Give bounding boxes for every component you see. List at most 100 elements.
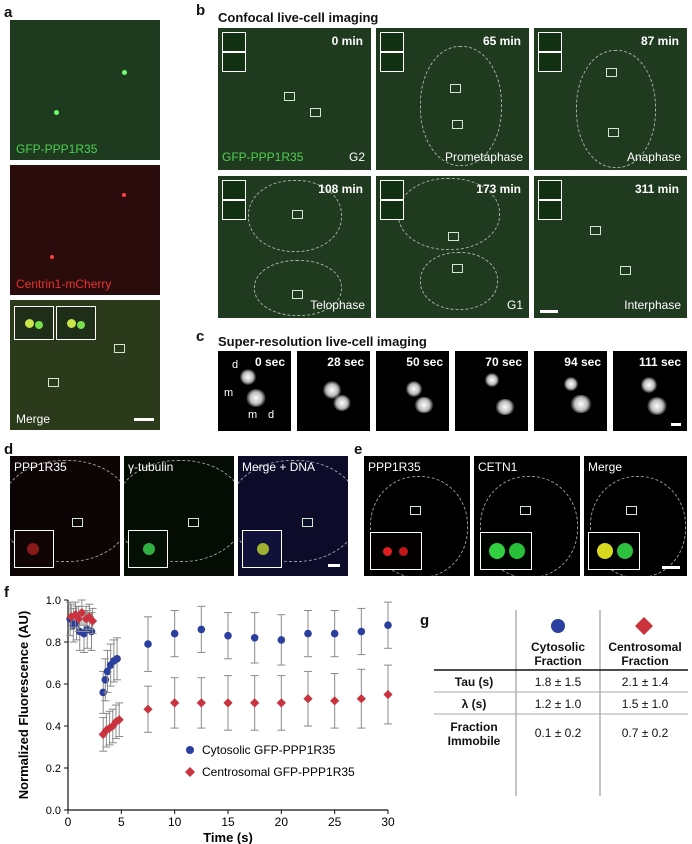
frame-time: 173 min: [476, 182, 521, 196]
roi-box: [520, 506, 531, 515]
roi-box: [452, 120, 463, 129]
cell-value: 1.5 ± 1.0: [621, 697, 669, 711]
frame-311min: 311 min Interphase: [534, 176, 687, 318]
scale-bar: [328, 564, 340, 567]
frame-time: 65 min: [482, 34, 521, 48]
x-tick-label: 0: [65, 815, 72, 829]
inset: [380, 52, 404, 72]
sr-time: 94 sec: [564, 355, 601, 369]
sr-time: 70 sec: [485, 355, 522, 369]
inset-dot: [67, 319, 76, 328]
inset: [222, 52, 246, 72]
cell-outline: [10, 460, 120, 562]
frame-173min: 173 min G1: [376, 176, 529, 318]
inset: [538, 32, 562, 52]
centriole-blob: [564, 377, 578, 391]
inset: [380, 32, 404, 52]
y-tick-label: 0.8: [46, 637, 61, 649]
frame-time: 108 min: [318, 182, 363, 196]
data-point-cytosolic: [304, 629, 312, 638]
signal-dot: [143, 543, 155, 555]
scale-bar: [671, 423, 681, 426]
data-point-cytosolic: [250, 634, 259, 642]
phase-label: Anaphase: [626, 150, 681, 164]
data-point-centrosomal: [276, 698, 286, 708]
data-point-cytosolic: [144, 640, 152, 648]
data-point-centrosomal: [223, 698, 233, 708]
panel-a-centrin-image: Centrin1-mCherry: [10, 165, 160, 295]
roi-box: [608, 128, 619, 137]
inset-dot: [35, 321, 43, 329]
channel-label: CETN1: [478, 460, 518, 474]
centriole-blob: [240, 369, 256, 385]
data-point-cytosolic: [330, 629, 339, 638]
panel-d-ppp1r35: PPP1R35: [10, 456, 120, 576]
data-point-cytosolic: [357, 627, 366, 636]
roi-box: [410, 506, 421, 515]
frame-108min: 108 min Telophase: [218, 176, 371, 318]
frame-87min: 87 min Anaphase: [534, 28, 687, 170]
data-point-cytosolic: [384, 621, 392, 629]
inset: [222, 200, 246, 220]
phase-label: Prometaphase: [444, 150, 523, 164]
sr-frame-1: 28 sec: [297, 351, 370, 431]
centrin-label: Centrin1-mCherry: [16, 277, 112, 291]
inset: [380, 180, 404, 200]
sr-frame-4: 94 sec: [534, 351, 607, 431]
channel-label: Merge: [588, 460, 623, 474]
merge-inset: [56, 306, 96, 340]
roi-box: [48, 378, 59, 387]
phase-label: G1: [506, 298, 523, 312]
cell-outline: [238, 460, 348, 562]
signal-dot: [257, 543, 269, 555]
panel-c-title: Super-resolution live-cell imaging: [218, 334, 427, 349]
channel-label: Merge + DNA: [242, 460, 316, 474]
kinetics-table: Cytosolic Fraction Centrosomal Fraction …: [434, 600, 688, 800]
phase-label: Telophase: [310, 298, 365, 312]
panel-b-label: b: [196, 2, 206, 19]
sr-frame-0: 0 sec d m m d: [218, 351, 291, 431]
cell-outline: [420, 46, 502, 166]
row-label: λ (s): [461, 697, 487, 711]
signal-dot: [617, 543, 633, 559]
legend-label: Centrosomal GFP-PPP1R35: [202, 765, 355, 779]
data-point-centrosomal: [143, 704, 153, 714]
panel-f-label: f: [4, 584, 9, 601]
cell-outline: [254, 260, 342, 316]
zoom-inset: [128, 530, 168, 568]
roi-box: [284, 92, 295, 101]
inset-dot: [25, 319, 34, 328]
roi-box: [72, 518, 83, 527]
cell-value: 1.8 ± 1.5: [534, 675, 582, 689]
centrosome-dot: [54, 110, 59, 115]
panel-a-label: a: [4, 4, 13, 21]
cytosolic-marker-icon: [551, 619, 565, 633]
roi-box: [188, 518, 199, 527]
x-tick-label: 5: [118, 815, 125, 829]
frame-0min: 0 min GFP-PPP1R35 G2: [218, 28, 371, 170]
signal-dot: [597, 543, 613, 559]
inset: [538, 180, 562, 200]
y-tick-label: 0.6: [46, 679, 61, 691]
channel-label: GFP-PPP1R35: [222, 150, 304, 164]
sr-time: 111 sec: [638, 355, 681, 369]
frame-time: 0 min: [331, 34, 363, 48]
data-point-centrosomal: [170, 698, 180, 708]
data-point-centrosomal: [383, 689, 393, 700]
x-tick-label: 25: [328, 815, 342, 829]
merge-inset: [14, 306, 54, 340]
panel-e-ppp1r35: PPP1R35: [364, 456, 470, 576]
data-point-cytosolic: [224, 631, 232, 640]
signal-dot: [489, 543, 505, 559]
sr-frame-2: 50 sec: [376, 351, 449, 431]
scale-bar: [134, 418, 154, 421]
data-point-cytosolic: [170, 629, 179, 638]
cell-outline: [124, 460, 234, 562]
data-point-cytosolic: [113, 655, 121, 663]
panel-d-gtubulin: γ-tubulin: [124, 456, 234, 576]
centriole-blob: [323, 381, 341, 399]
roi-box: [292, 290, 303, 299]
y-tick-label: 1.0: [46, 595, 61, 607]
centriole-blob: [641, 377, 657, 393]
data-point-centrosomal: [303, 694, 313, 704]
